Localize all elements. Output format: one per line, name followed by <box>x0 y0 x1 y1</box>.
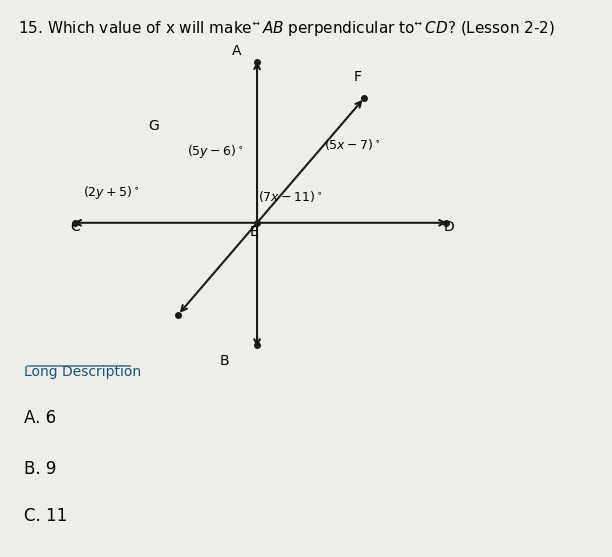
Text: D: D <box>444 220 455 234</box>
Text: A: A <box>232 45 242 58</box>
Text: $(2y + 5)^\circ$: $(2y + 5)^\circ$ <box>83 184 139 201</box>
Text: C: C <box>70 220 80 234</box>
Text: Long Description: Long Description <box>24 365 141 379</box>
Text: $(5y - 6)^\circ$: $(5y - 6)^\circ$ <box>187 143 243 160</box>
Text: A. 6: A. 6 <box>24 409 56 427</box>
Text: $(5x - 7)^\circ$: $(5x - 7)^\circ$ <box>324 138 381 152</box>
Text: F: F <box>354 70 362 84</box>
Text: $(7x - 11)^\circ$: $(7x - 11)^\circ$ <box>258 189 323 203</box>
Text: B. 9: B. 9 <box>24 460 57 477</box>
Text: C. 11: C. 11 <box>24 507 68 525</box>
Text: G: G <box>148 119 159 133</box>
Text: E: E <box>250 225 258 239</box>
Text: B: B <box>220 354 230 368</box>
Text: 15. Which value of x will make $\overleftrightarrow{AB}$ perpendicular to $\over: 15. Which value of x will make $\overlef… <box>18 19 556 38</box>
